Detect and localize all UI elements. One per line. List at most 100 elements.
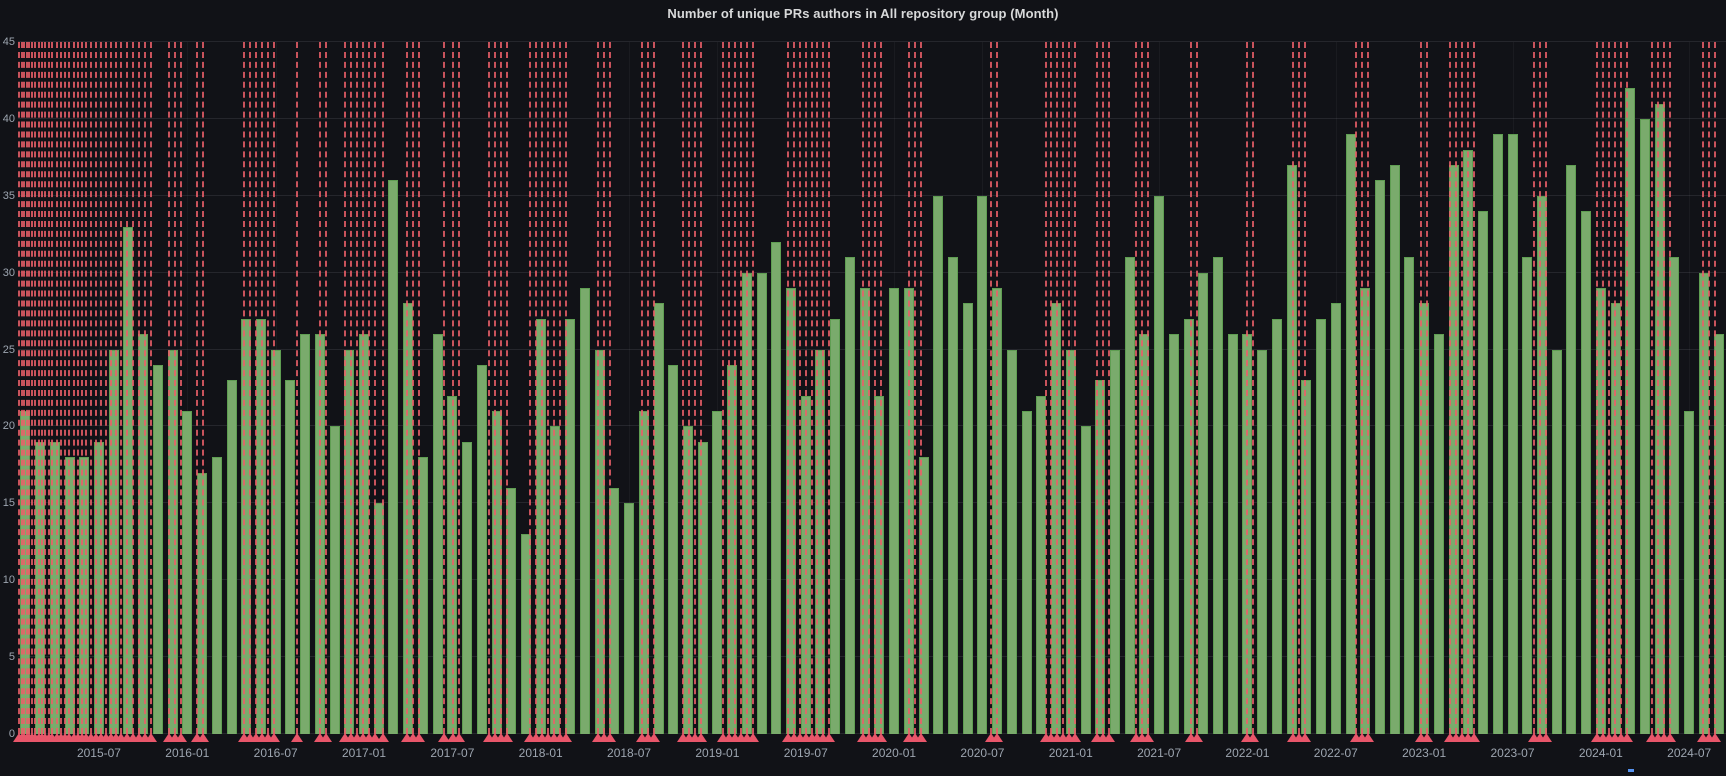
- annotation-marker[interactable]: [369, 733, 382, 742]
- bar-2017-06[interactable]: [432, 334, 443, 734]
- bar-2018-03[interactable]: [565, 318, 576, 734]
- bar-2016-04[interactable]: [226, 380, 237, 734]
- bar-2023-11[interactable]: [1566, 165, 1577, 734]
- bar-2023-05[interactable]: [1478, 211, 1489, 734]
- annotation-marker[interactable]: [268, 733, 281, 742]
- bar-2022-12[interactable]: [1404, 257, 1415, 734]
- bar-2021-09[interactable]: [1183, 318, 1194, 734]
- bar-2018-12[interactable]: [697, 441, 708, 734]
- bar-2015-12[interactable]: [167, 349, 178, 734]
- bar-2016-03[interactable]: [211, 457, 222, 734]
- annotation-marker[interactable]: [1621, 733, 1634, 742]
- bar-2015-04[interactable]: [49, 441, 60, 734]
- bar-2020-10[interactable]: [1021, 411, 1032, 734]
- annotation-marker[interactable]: [145, 733, 158, 742]
- bar-2021-07[interactable]: [1154, 195, 1165, 734]
- bar-2022-10[interactable]: [1374, 180, 1385, 734]
- bar-2023-06[interactable]: [1492, 134, 1503, 734]
- bar-2024-07[interactable]: [1684, 411, 1695, 734]
- bar-2016-08[interactable]: [285, 380, 296, 734]
- bar-2023-03[interactable]: [1448, 165, 1459, 734]
- bar-2015-11[interactable]: [152, 364, 163, 734]
- annotation-marker[interactable]: [1069, 733, 1082, 742]
- bar-2018-10[interactable]: [668, 364, 679, 734]
- bar-2017-08[interactable]: [462, 441, 473, 734]
- annotation-marker[interactable]: [1709, 733, 1722, 742]
- bar-2024-03[interactable]: [1625, 88, 1636, 734]
- bar-2022-09[interactable]: [1360, 288, 1371, 734]
- annotation-marker[interactable]: [1663, 733, 1676, 742]
- bar-2020-07[interactable]: [977, 195, 988, 734]
- annotation-marker[interactable]: [914, 733, 927, 742]
- bar-2019-04[interactable]: [756, 272, 767, 734]
- bar-2019-10[interactable]: [844, 257, 855, 734]
- bar-2021-10[interactable]: [1198, 272, 1209, 734]
- bar-2017-11[interactable]: [506, 487, 517, 734]
- bar-2021-02[interactable]: [1080, 426, 1091, 734]
- bar-2023-01[interactable]: [1419, 303, 1430, 734]
- annotation-marker[interactable]: [452, 733, 465, 742]
- annotation-marker[interactable]: [319, 733, 332, 742]
- bar-2024-06[interactable]: [1669, 257, 1680, 734]
- bar-2016-01[interactable]: [182, 411, 193, 734]
- bar-2022-05[interactable]: [1301, 380, 1312, 734]
- annotation-marker[interactable]: [695, 733, 708, 742]
- annotation-marker[interactable]: [291, 733, 304, 742]
- annotation-marker[interactable]: [438, 733, 451, 742]
- bar-2023-08[interactable]: [1522, 257, 1533, 734]
- bar-2016-09[interactable]: [300, 334, 311, 734]
- annotation-marker[interactable]: [823, 733, 836, 742]
- bar-2022-02[interactable]: [1257, 349, 1268, 734]
- panel-title[interactable]: Number of unique PRs authors in All repo…: [667, 6, 1059, 21]
- bar-2015-07[interactable]: [93, 441, 104, 734]
- bar-2021-05[interactable]: [1124, 257, 1135, 734]
- annotation-marker[interactable]: [376, 733, 389, 742]
- annotation-marker[interactable]: [990, 733, 1003, 742]
- bar-2020-05[interactable]: [947, 257, 958, 734]
- annotation-marker[interactable]: [1421, 733, 1434, 742]
- bar-2019-05[interactable]: [771, 241, 782, 734]
- bar-2017-09[interactable]: [476, 364, 487, 734]
- annotation-marker[interactable]: [874, 733, 887, 742]
- bar-2021-12[interactable]: [1227, 334, 1238, 734]
- bar-2022-04[interactable]: [1286, 165, 1297, 734]
- bar-2015-06[interactable]: [79, 457, 90, 734]
- annotation-marker[interactable]: [1299, 733, 1312, 742]
- annotation-marker[interactable]: [1141, 733, 1154, 742]
- plot-area[interactable]: [13, 41, 1726, 742]
- annotation-marker[interactable]: [1362, 733, 1375, 742]
- bar-2022-08[interactable]: [1345, 134, 1356, 734]
- bar-2021-08[interactable]: [1168, 334, 1179, 734]
- bar-2017-03[interactable]: [388, 180, 399, 734]
- annotation-marker[interactable]: [1539, 733, 1552, 742]
- annotation-marker[interactable]: [603, 733, 616, 742]
- annotation-marker[interactable]: [1468, 733, 1481, 742]
- bar-2019-09[interactable]: [830, 318, 841, 734]
- bar-2020-03[interactable]: [918, 457, 929, 734]
- bar-2019-02[interactable]: [727, 364, 738, 734]
- bar-2016-11[interactable]: [329, 426, 340, 734]
- annotation-marker[interactable]: [1190, 733, 1203, 742]
- bar-2021-03[interactable]: [1095, 380, 1106, 734]
- bar-2023-12[interactable]: [1581, 211, 1592, 734]
- bar-2020-09[interactable]: [1006, 349, 1017, 734]
- annotation-marker[interactable]: [412, 733, 425, 742]
- bar-2023-07[interactable]: [1507, 134, 1518, 734]
- annotation-marker[interactable]: [559, 733, 572, 742]
- bar-2021-04[interactable]: [1109, 349, 1120, 734]
- annotation-marker[interactable]: [196, 733, 209, 742]
- bar-2019-06[interactable]: [786, 288, 797, 734]
- bar-2022-06[interactable]: [1316, 318, 1327, 734]
- bar-2020-04[interactable]: [933, 195, 944, 734]
- annotation-marker[interactable]: [1102, 733, 1115, 742]
- bar-2021-11[interactable]: [1213, 257, 1224, 734]
- annotation-marker[interactable]: [500, 733, 513, 742]
- bar-2019-08[interactable]: [815, 349, 826, 734]
- bar-2015-08[interactable]: [108, 349, 119, 734]
- bar-2018-07[interactable]: [624, 503, 635, 734]
- bar-2016-07[interactable]: [270, 349, 281, 734]
- annotation-marker[interactable]: [648, 733, 661, 742]
- bar-2024-04[interactable]: [1640, 118, 1651, 734]
- bar-2020-01[interactable]: [889, 288, 900, 734]
- bar-2022-07[interactable]: [1330, 303, 1341, 734]
